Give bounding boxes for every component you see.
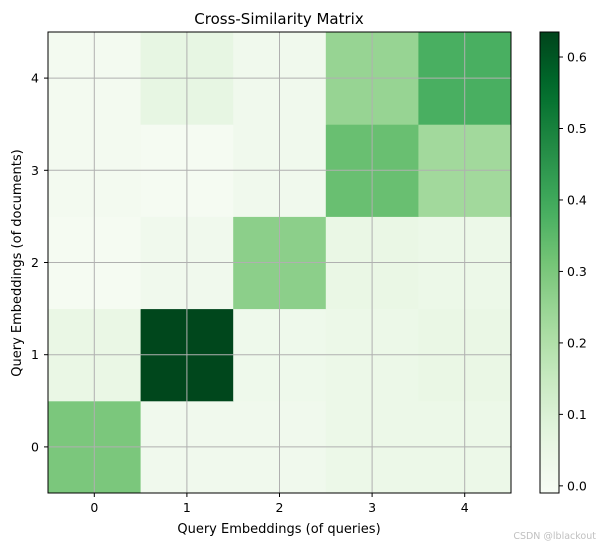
colorbar [539, 31, 560, 494]
grid-lines [48, 32, 511, 493]
x-tick-label-3: 3 [368, 500, 376, 515]
y-tick-label-4: 4 [31, 71, 39, 86]
watermark: CSDN @lblackout [513, 531, 596, 542]
colorbar-ticks: 0.0 0.1 0.2 0.3 0.4 0.5 0.6 [559, 50, 587, 493]
x-tick-label-0: 0 [90, 500, 98, 515]
colorbar-tick-label-4: 0.4 [567, 192, 587, 207]
x-tick-label-1: 1 [183, 500, 191, 515]
y-axis-label: Query Embeddings (of documents) [10, 149, 25, 376]
x-axis-ticks: 0 1 2 3 4 [90, 493, 469, 515]
y-axis-ticks: 0 1 2 3 4 [31, 71, 48, 454]
x-tick-label-2: 2 [276, 500, 284, 515]
y-tick-label-1: 1 [31, 347, 39, 362]
chart-title: Cross-Similarity Matrix [194, 10, 364, 28]
colorbar-tick-label-0: 0.0 [567, 478, 587, 493]
colorbar-tick-label-3: 0.3 [567, 264, 587, 279]
y-tick-label-0: 0 [31, 439, 39, 454]
colorbar-tick-label-5: 0.5 [567, 121, 587, 136]
colorbar-tick-label-1: 0.1 [567, 407, 587, 422]
y-tick-label-2: 2 [31, 255, 39, 270]
colorbar-tick-label-6: 0.6 [567, 50, 587, 65]
y-tick-label-3: 3 [31, 163, 39, 178]
x-tick-label-4: 4 [461, 500, 469, 515]
x-axis-label: Query Embeddings (of queries) [177, 522, 380, 537]
colorbar-tick-label-2: 0.2 [567, 335, 587, 350]
